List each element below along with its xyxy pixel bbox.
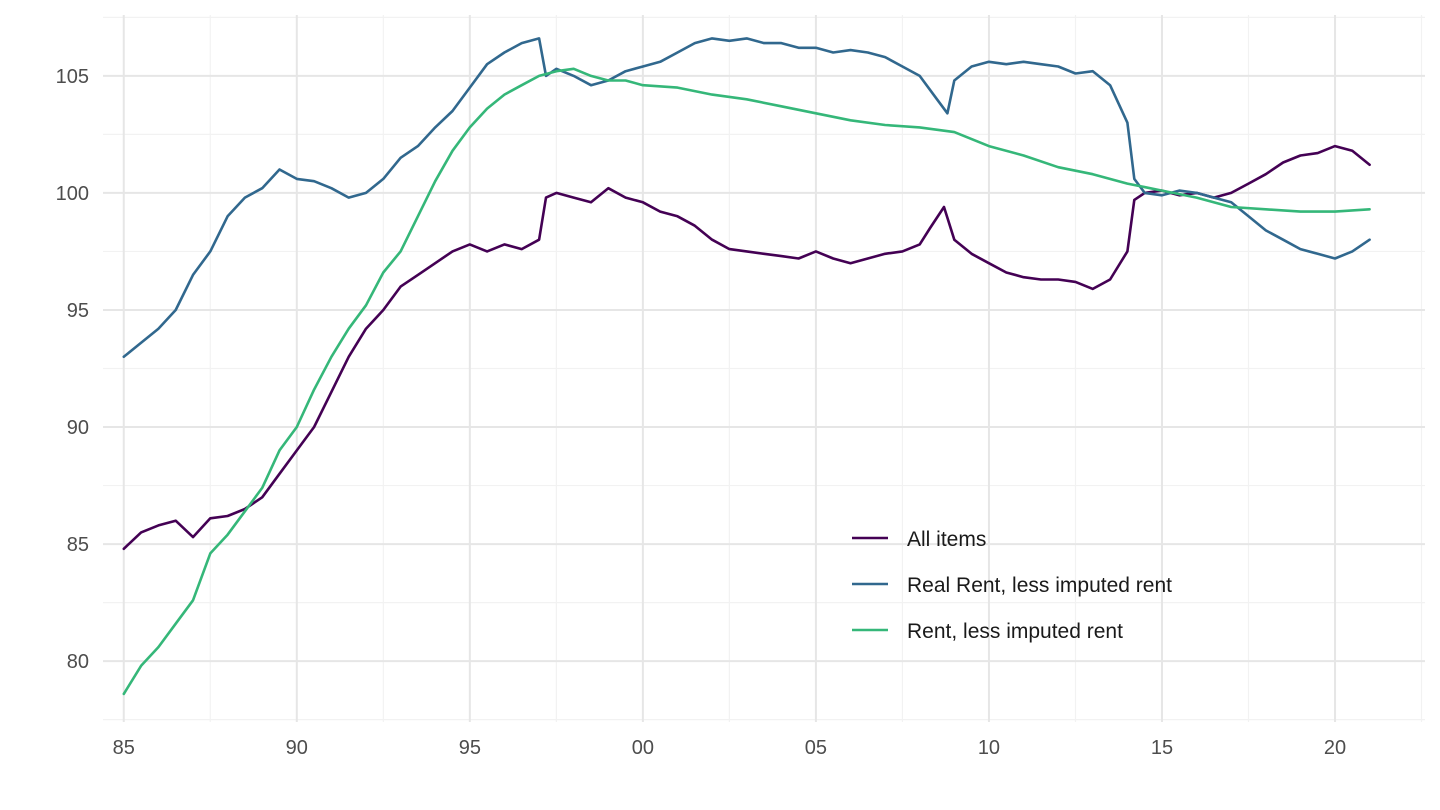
x-tick-label: 85 — [113, 737, 135, 759]
legend-label: Real Rent, less imputed rent — [907, 574, 1172, 597]
series-line-1 — [122, 144, 1371, 551]
x-tick-label: 95 — [459, 737, 481, 759]
x-tick-label: 00 — [632, 737, 654, 759]
grid-layer — [103, 15, 1425, 722]
x-tick-label: 90 — [286, 737, 308, 759]
y-tick-label: 80 — [67, 651, 89, 673]
y-tick-label: 105 — [56, 66, 89, 88]
axis-labels: 85 90 95 00 05 10 15 20 80 85 90 95 100 105 — [56, 66, 1347, 759]
x-tick-label: 10 — [978, 737, 1000, 759]
y-tick-label: 100 — [56, 183, 89, 205]
y-tick-label: 90 — [67, 417, 89, 439]
x-tick-label: 15 — [1151, 737, 1173, 759]
y-tick-label: 85 — [67, 534, 89, 556]
x-tick-label: 05 — [805, 737, 827, 759]
series-line-3 — [122, 67, 1371, 696]
legend-label: Rent, less imputed rent — [907, 620, 1123, 643]
x-tick-label: 20 — [1324, 737, 1346, 759]
legend-label: All items — [907, 528, 986, 551]
y-tick-label: 95 — [67, 300, 89, 322]
legend: All items Real Rent, less imputed rent Ren… — [852, 528, 1172, 643]
series-line-2 — [122, 37, 1371, 359]
series-layer — [122, 37, 1371, 696]
